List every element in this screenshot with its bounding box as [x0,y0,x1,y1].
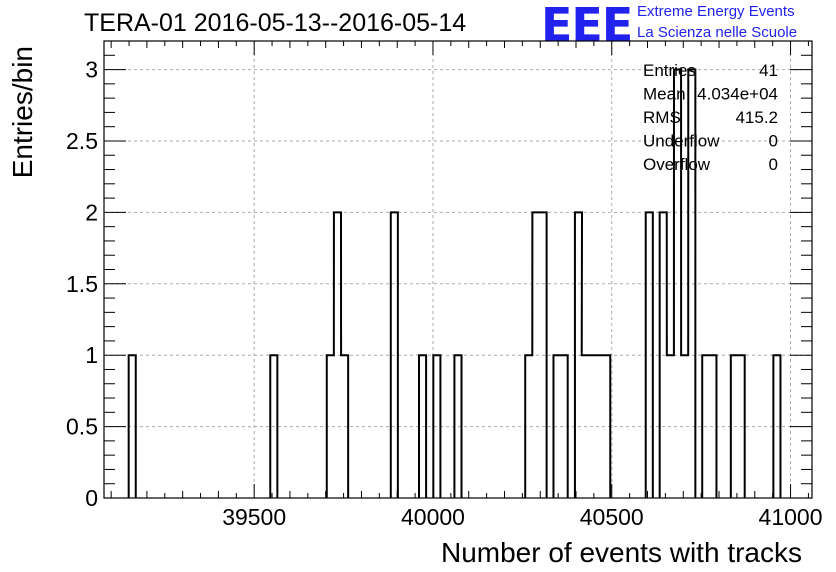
histogram-outline [127,68,782,498]
x-tick-label: 39500 [222,504,286,530]
stats-label: Entries [643,61,696,80]
stats-box: Entries 41 Mean 4.034e+04 RMS 415.2 Underflow 0… [643,61,778,174]
plot-frame [103,40,813,499]
logo-mark: EEE [541,0,633,52]
y-axis-title: Entries/bin [7,46,38,178]
stats-value: 4.034e+04 [697,85,778,104]
x-tick-label: 40000 [401,504,465,530]
y-tick-label: 1.5 [66,271,98,297]
tick-labels: 39500 40000 40500 41000 0 0.5 1 1.5 2 2.5 3 [66,57,823,530]
y-tick-label: 3 [85,57,98,83]
stats-value: 0 [769,155,778,174]
stats-label: Mean [643,85,686,104]
x-tick-label: 41000 [759,504,823,530]
chart-title: TERA-01 2016-05-13--2016-05-14 [84,9,467,37]
y-tick-label: 2.5 [66,128,98,154]
y-tick-label: 0 [85,485,98,511]
x-axis-title: Number of events with tracks [441,537,802,568]
logo-line-1: Extreme Energy Events [637,3,795,20]
x-tick-label: 40500 [580,504,644,530]
logo-line-2: La Scienza nelle Scuole [637,24,798,41]
stats-value: 0 [769,132,778,151]
stats-label: Overflow [643,155,711,174]
y-tick-label: 0.5 [66,414,98,440]
stats-label: Underflow [643,132,720,151]
stats-label: RMS [643,108,681,127]
stats-value: 415.2 [735,108,778,127]
y-tick-label: 1 [85,342,98,368]
axis-ticks [104,40,812,499]
y-tick-label: 2 [85,199,98,225]
stats-value: 41 [759,61,778,80]
grid [104,41,812,498]
